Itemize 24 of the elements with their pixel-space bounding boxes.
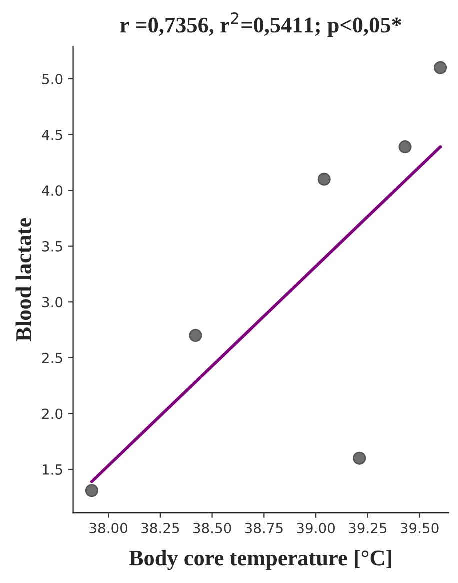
x-tick-label: 38.25 <box>142 523 180 534</box>
x-tick-label: 38.75 <box>245 523 283 534</box>
y-tick-label: 1.5 <box>42 464 62 475</box>
chart-title: r =0,7356, r$^{2}$=0,5411; p<0,05* <box>120 12 402 38</box>
x-tick-label: 39.50 <box>400 523 439 534</box>
y-tick-label: 2.5 <box>42 352 62 364</box>
y-tick-label: 2.0 <box>42 408 63 420</box>
x-axis-title: Body core temperature [°C] <box>129 550 392 570</box>
point <box>85 484 98 498</box>
point <box>353 452 366 465</box>
y-tick-label: 3.0 <box>42 297 63 308</box>
point <box>189 329 202 342</box>
point <box>434 61 448 74</box>
y-axis-title: Blood lactate <box>16 218 32 342</box>
x-tick-label: 39.25 <box>349 523 387 534</box>
x-tick-label: 38.00 <box>90 523 128 534</box>
y-tick-label: 3.5 <box>42 241 62 252</box>
x-tick-label: 38.50 <box>193 523 232 534</box>
point <box>318 172 331 186</box>
y-tick-label: 4.0 <box>42 186 63 196</box>
x-tick-label: 39.00 <box>297 523 336 534</box>
y-tick-label: 5.0 <box>42 74 63 84</box>
y-tick-label: 4.5 <box>42 130 62 140</box>
point <box>398 140 412 154</box>
